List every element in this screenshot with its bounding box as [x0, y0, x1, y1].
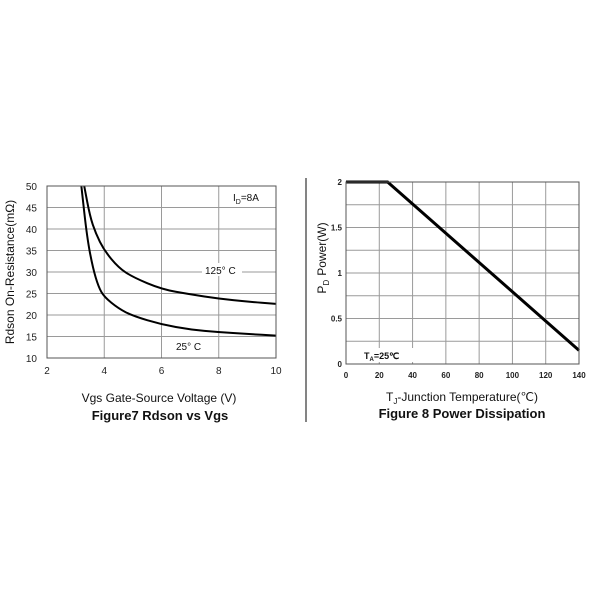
label-125-background	[202, 263, 242, 276]
left-y-tick-label: 30	[26, 268, 38, 279]
left-x-tick-label: 8	[216, 366, 222, 377]
right-x-tick-label: 80	[475, 371, 484, 380]
left-y-axis-title: Rdson On-Resistance(mΩ)	[3, 200, 17, 344]
right-y-tick-label: 1	[338, 269, 343, 278]
left-plot-frame	[46, 185, 277, 359]
ta-annotation-background	[360, 348, 420, 362]
left-y-tick-label: 10	[26, 354, 38, 365]
right-x-tick-label: 100	[506, 371, 520, 380]
power-derating-line	[346, 180, 580, 352]
left-tick-labels: 2 4 6 8 10 10 15 20 25 30 35 40 45 50	[26, 182, 282, 377]
ta-annotation: TA=25℃	[364, 351, 399, 363]
right-x-tick-label: 20	[375, 371, 384, 380]
right-x-tick-label: 60	[441, 371, 450, 380]
right-x-tick-label: 40	[408, 371, 417, 380]
right-y-tick-label: 0.5	[331, 315, 343, 324]
right-y-tick-label: 2	[338, 178, 343, 187]
power-dissipation-chart: 0 20 40 60 80 100 120 140 0 0.5 1 1.5 2 TA=25℃ TJ-Ju…	[315, 178, 586, 421]
right-y-axis-title: PDPower(W)	[315, 222, 331, 293]
left-y-tick-label: 40	[26, 225, 38, 236]
right-x-tick-label: 0	[344, 371, 349, 380]
right-x-axis-title: TJ-Junction Temperature(℃)	[386, 390, 538, 406]
left-y-tick-label: 20	[26, 311, 38, 322]
series-label-125c: 125° C	[205, 266, 236, 277]
left-y-tick-label: 15	[26, 333, 38, 344]
left-x-tick-label: 10	[270, 366, 282, 377]
series-125c-line	[83, 185, 277, 305]
right-plot-frame	[345, 181, 580, 365]
rdson-vs-vgs-chart: 2 4 6 8 10 10 15 20 25 30 35 40 45 50 ID=8A 125° C 25…	[3, 182, 282, 423]
right-x-tick-label: 140	[572, 371, 586, 380]
left-x-tick-label: 6	[159, 366, 165, 377]
left-y-tick-label: 25	[26, 290, 38, 301]
left-curves	[80, 185, 277, 337]
right-x-tick-label: 120	[539, 371, 553, 380]
left-y-tick-label: 35	[26, 247, 38, 258]
right-grid	[345, 181, 580, 365]
id-annotation: ID=8A	[233, 193, 259, 206]
right-y-tick-label: 0	[338, 360, 343, 369]
left-y-tick-label: 45	[26, 204, 38, 215]
left-figure-title: Figure7 Rdson vs Vgs	[92, 408, 229, 423]
left-y-tick-label: 50	[26, 182, 38, 193]
series-25c-line	[80, 185, 277, 337]
right-y-tick-label: 1.5	[331, 224, 343, 233]
left-x-tick-label: 4	[101, 366, 107, 377]
right-figure-title: Figure 8 Power Dissipation	[379, 406, 546, 421]
right-curves	[346, 180, 580, 352]
left-x-tick-label: 2	[44, 366, 50, 377]
right-tick-labels: 0 20 40 60 80 100 120 140 0 0.5 1 1.5 2	[331, 178, 586, 380]
left-x-axis-title: Vgs Gate-Source Voltage (V)	[82, 391, 237, 405]
series-label-25c: 25° C	[176, 342, 201, 353]
